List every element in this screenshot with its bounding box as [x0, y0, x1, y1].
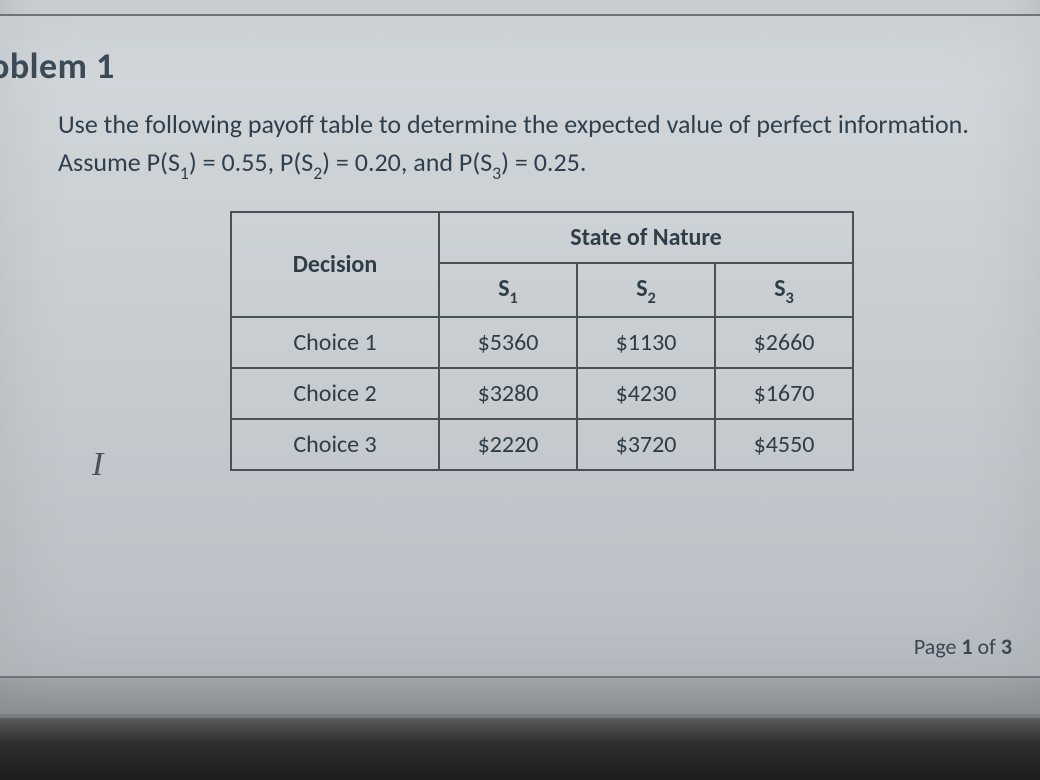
assume-text: Assume P(S1) = — [58, 146, 221, 178]
table-row: Choice 3 $2220 $3720 $4550 — [231, 419, 853, 470]
row-label: Choice 1 — [231, 317, 439, 368]
cell: $4230 — [577, 368, 715, 419]
p-s2: 0.20 — [355, 146, 401, 178]
problem-intro: Use the following payoff table to determ… — [58, 106, 1020, 144]
row-label: Choice 2 — [231, 368, 439, 419]
page-indicator: Page 1 of 3 — [914, 633, 1012, 660]
page-total: 3 — [1001, 633, 1012, 660]
document-page: oblem 1 Use the following payoff table t… — [0, 14, 1040, 678]
problem-title: oblem 1 — [0, 44, 1040, 88]
cell: $2220 — [439, 419, 577, 470]
monitor-bezel — [0, 714, 1040, 780]
monitor-screen: oblem 1 Use the following payoff table t… — [0, 0, 1040, 714]
cell: $5360 — [439, 317, 577, 368]
payoff-table: Decision State of Nature S1 S2 S3 Choice… — [230, 211, 854, 472]
cell: $1130 — [577, 317, 715, 368]
p-s3: 0.25 — [534, 146, 580, 178]
cell: $2660 — [715, 317, 853, 368]
cell: $1670 — [715, 368, 853, 419]
col-s2: S2 — [577, 263, 715, 318]
col-s3: S3 — [715, 263, 853, 318]
cell: $3280 — [439, 368, 577, 419]
payoff-table-container: Decision State of Nature S1 S2 S3 Choice… — [230, 211, 1040, 472]
decision-header: Decision — [231, 212, 439, 318]
row-label: Choice 3 — [231, 419, 439, 470]
problem-assumptions: Assume P(S1) = 0.55, P(S2) = 0.20, and P… — [58, 144, 1020, 185]
table-row: Choice 2 $3280 $4230 $1670 — [231, 368, 853, 419]
col-s1: S1 — [439, 263, 577, 318]
table-row: Choice 1 $5360 $1130 $2660 — [231, 317, 853, 368]
state-of-nature-header: State of Nature — [439, 212, 853, 263]
text-cursor: I — [92, 446, 103, 484]
cell: $3720 — [577, 419, 715, 470]
p-s1: 0.55 — [221, 146, 267, 178]
table-header-row-1: Decision State of Nature — [231, 212, 853, 263]
page-current: 1 — [961, 633, 972, 660]
cell: $4550 — [715, 419, 853, 470]
